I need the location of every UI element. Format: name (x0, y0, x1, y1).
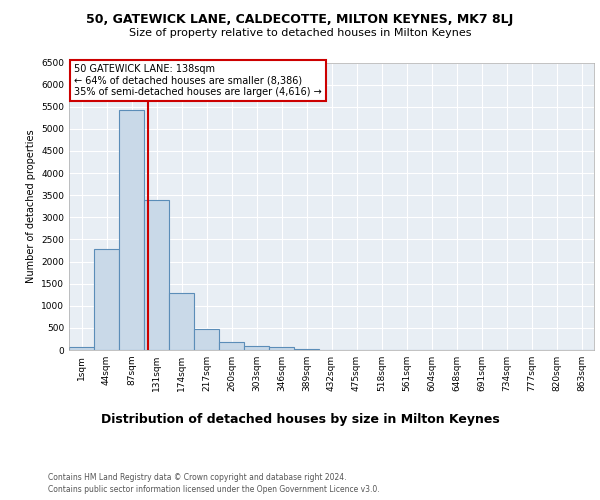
Text: Size of property relative to detached houses in Milton Keynes: Size of property relative to detached ho… (129, 28, 471, 38)
Bar (269, 348, 294, 350)
Text: 50, GATEWICK LANE, CALDECOTTE, MILTON KEYNES, MK7 8LJ: 50, GATEWICK LANE, CALDECOTTE, MILTON KE… (86, 12, 514, 26)
Text: Contains public sector information licensed under the Open Government Licence v3: Contains public sector information licen… (48, 485, 380, 494)
Y-axis label: Number of detached properties: Number of detached properties (26, 130, 35, 283)
Text: Distribution of detached houses by size in Milton Keynes: Distribution of detached houses by size … (101, 412, 499, 426)
Bar (144, 200, 169, 350)
Text: 50 GATEWICK LANE: 138sqm
← 64% of detached houses are smaller (8,386)
35% of sem: 50 GATEWICK LANE: 138sqm ← 64% of detach… (74, 64, 322, 97)
Bar (219, 342, 244, 350)
Bar (69, 348, 94, 350)
Bar (169, 293, 194, 350)
Bar (94, 249, 119, 350)
Bar (244, 346, 269, 350)
Text: Contains HM Land Registry data © Crown copyright and database right 2024.: Contains HM Land Registry data © Crown c… (48, 472, 347, 482)
Bar (294, 348, 319, 350)
Bar (119, 110, 144, 350)
Bar (194, 329, 219, 350)
